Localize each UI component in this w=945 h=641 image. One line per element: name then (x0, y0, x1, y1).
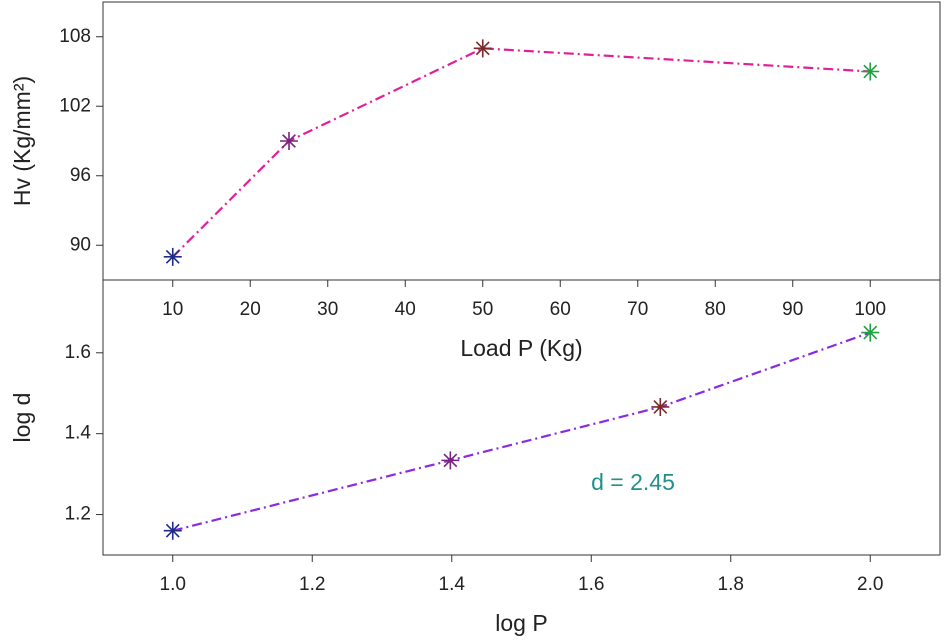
x-tick-label: 100 (854, 299, 886, 320)
y-tick-label: 108 (59, 26, 91, 47)
x-tick-label: 30 (317, 299, 338, 320)
plot-frame (102, 1, 941, 281)
marker (163, 247, 182, 266)
marker (861, 323, 880, 342)
line (172, 331, 871, 532)
marker (280, 132, 298, 150)
y-axis-label: log d (9, 393, 35, 443)
y-tick-label: 96 (70, 165, 91, 186)
line (171, 47, 871, 258)
x-tick-label: 80 (705, 299, 726, 320)
x-tick-label: 1.2 (299, 574, 325, 595)
marker (473, 39, 492, 58)
marker (441, 451, 460, 470)
annotation: d = 2.45 (591, 469, 675, 495)
x-tick-label: 2.0 (857, 574, 883, 595)
x-tick-label: 1.8 (718, 574, 744, 595)
x-tick-label: 50 (472, 299, 493, 320)
x-tick-label: 40 (395, 299, 416, 320)
x-tick-label: 70 (627, 299, 648, 320)
x-axis-label: Load P (Kg) (460, 335, 582, 361)
y-tick-label: 1.6 (65, 342, 91, 363)
x-tick-label: 90 (782, 299, 803, 320)
x-tick-label: 10 (162, 299, 183, 320)
y-tick-label: 1.2 (65, 504, 91, 525)
marker (163, 521, 182, 540)
x-axis-label: log P (495, 610, 547, 636)
y-tick-label: 1.4 (65, 423, 92, 444)
x-tick-label: 60 (550, 299, 571, 320)
plot-frame (102, 279, 941, 556)
x-tick-label: 20 (240, 299, 261, 320)
y-axis-label: Hv (Kg/mm²) (9, 76, 35, 206)
x-tick-label: 1.4 (439, 574, 466, 595)
x-tick-label: 1.6 (578, 574, 604, 595)
y-tick-label: 90 (70, 234, 91, 255)
marker (861, 62, 880, 81)
y-tick-label: 102 (59, 95, 91, 116)
marker (651, 397, 670, 416)
x-tick-label: 1.0 (160, 574, 186, 595)
